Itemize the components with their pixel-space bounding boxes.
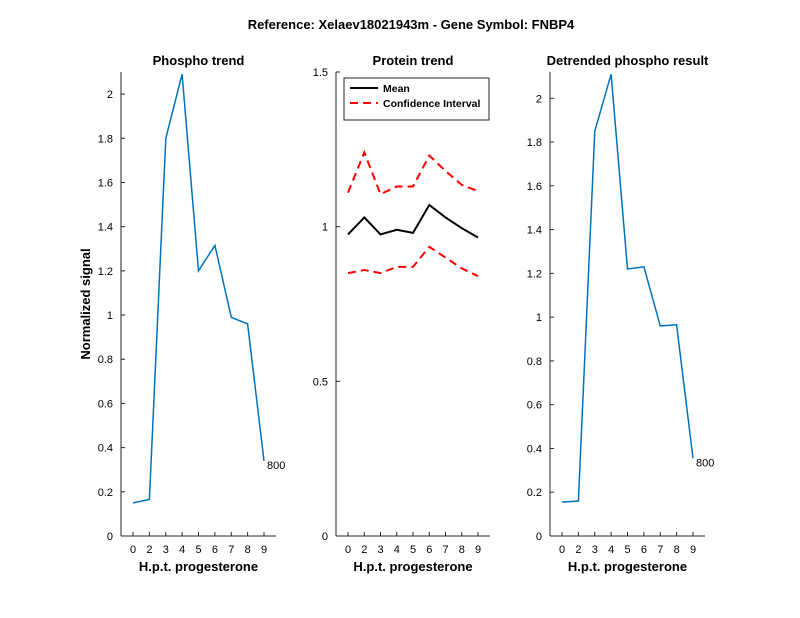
y-tick-label: 0.2 [527, 487, 542, 499]
x-tick-label: 3 [377, 544, 383, 556]
series-line-1 [561, 73, 694, 503]
x-tick-label: 5 [195, 544, 201, 556]
y-tick-label: 0.6 [527, 400, 542, 412]
x-tick-label: 2 [575, 544, 581, 556]
y-tick-label: 1.2 [527, 268, 542, 280]
series-line-2 [347, 149, 479, 196]
panel-title: Phospho trend [153, 53, 245, 68]
legend-label: Mean [383, 83, 410, 95]
x-tick-label: 5 [410, 544, 416, 556]
x-tick-label: 7 [442, 544, 448, 556]
legend: Mean Confidence Interval [343, 77, 490, 121]
y-tick-label: 1 [536, 312, 542, 324]
x-tick-label: 4 [179, 544, 185, 556]
x-tick-label: 8 [245, 544, 251, 556]
x-axis-label: H.p.t. progesterone [568, 559, 687, 574]
y-tick-label: 0.4 [527, 443, 542, 455]
y-tick-label: 0.5 [313, 376, 328, 388]
x-tick-label: 0 [559, 544, 565, 556]
y-tick-label: 0 [107, 531, 113, 543]
y-tick-label: 1.8 [98, 133, 113, 145]
x-tick-label: 0 [345, 544, 351, 556]
x-tick-label: 7 [657, 544, 663, 556]
legend-label: Confidence Interval [383, 98, 481, 110]
x-tick-label: 4 [608, 544, 614, 556]
y-tick-label: 1.2 [98, 266, 113, 278]
series-line-3 [347, 245, 479, 278]
x-tick-label: 3 [163, 544, 169, 556]
y-tick-label: 0 [322, 531, 328, 543]
y-tick-label: 1.6 [98, 177, 113, 189]
y-tick-label: 2 [107, 89, 113, 101]
y-tick-label: 1.8 [527, 137, 542, 149]
x-axis-label: H.p.t. progesterone [353, 559, 472, 574]
y-tick-label: 1 [107, 310, 113, 322]
y-tick-label: 1 [322, 222, 328, 234]
x-tick-label: 8 [674, 544, 680, 556]
y-tick-label: 0.6 [98, 398, 113, 410]
x-tick-label: 9 [690, 544, 696, 556]
x-tick-label: 0 [130, 544, 136, 556]
panel-1: Phospho trend H.p.t. progesterone Normaliz… [78, 53, 285, 574]
y-tick-label: 0.8 [98, 354, 113, 366]
y-tick-label: 1.4 [527, 225, 542, 237]
series-line-1 [132, 74, 265, 504]
figure-title: Reference: Xelaev18021943m - Gene Symbol… [248, 17, 575, 32]
x-tick-label: 9 [475, 544, 481, 556]
x-tick-label: 2 [361, 544, 367, 556]
point-annotation: 800 [696, 457, 714, 469]
x-tick-label: 6 [641, 544, 647, 556]
y-tick-label: 0.8 [527, 356, 542, 368]
x-tick-label: 9 [261, 544, 267, 556]
y-tick-label: 1.5 [313, 67, 328, 79]
y-tick-label: 1.4 [98, 222, 113, 234]
x-tick-label: 6 [212, 544, 218, 556]
point-annotation: 800 [267, 460, 285, 472]
y-tick-label: 0.2 [98, 487, 113, 499]
x-tick-label: 6 [426, 544, 432, 556]
series-line-1 [347, 203, 479, 239]
panel-title: Protein trend [373, 53, 454, 68]
x-tick-label: 7 [228, 544, 234, 556]
y-tick-label: 0 [536, 531, 542, 543]
panel-3: Detrended phospho result H.p.t. progester… [527, 53, 715, 574]
x-tick-label: 8 [459, 544, 465, 556]
y-tick-label: 2 [536, 93, 542, 105]
x-tick-label: 5 [624, 544, 630, 556]
x-tick-label: 4 [394, 544, 400, 556]
panel-title: Detrended phospho result [547, 53, 709, 68]
y-axis-label: Normalized signal [78, 248, 93, 359]
x-tick-label: 3 [592, 544, 598, 556]
y-tick-label: 0.4 [98, 443, 113, 455]
x-tick-label: 2 [146, 544, 152, 556]
x-axis-label: H.p.t. progesterone [139, 559, 258, 574]
y-tick-label: 1.6 [527, 181, 542, 193]
legend-box [343, 77, 490, 121]
